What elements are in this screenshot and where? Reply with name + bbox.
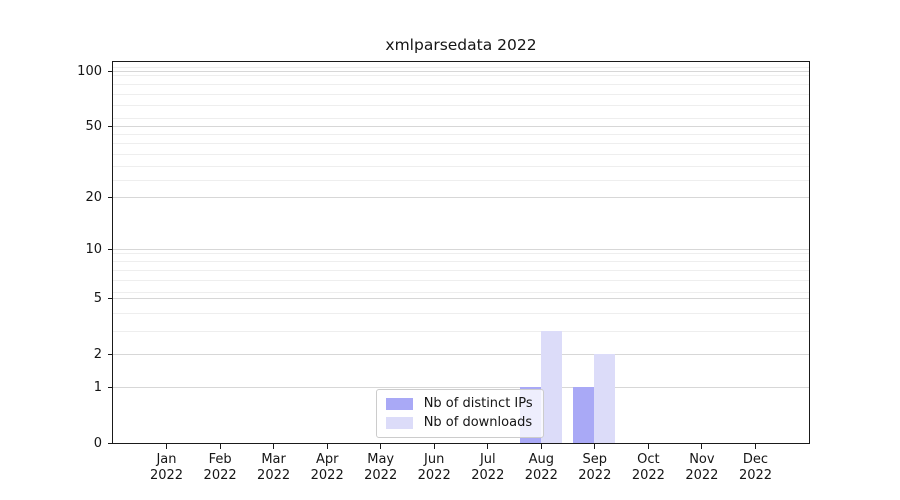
y-tick-label: 1 [93, 379, 102, 395]
legend-swatch-downloads [385, 416, 413, 429]
x-tick-label: Dec 2022 [738, 452, 773, 483]
gridline-major [112, 70, 809, 72]
x-tick-label: Jul 2022 [471, 452, 505, 483]
gridline-minor [112, 104, 809, 106]
chart-title: xmlparsedata 2022 [385, 36, 537, 54]
gridline-minor [112, 143, 809, 145]
x-tick-mark [165, 444, 168, 449]
x-tick-mark [219, 444, 221, 449]
y-tick-mark [107, 442, 113, 444]
x-tick-mark [273, 444, 275, 449]
gridline-minor [112, 118, 809, 120]
y-tick-mark [107, 70, 113, 72]
bar-downloads-sep [594, 354, 616, 443]
gridline-minor [112, 253, 809, 255]
gridline-minor [112, 74, 809, 76]
gridline-minor [112, 153, 809, 155]
legend-item-distinct-ips: Nb of distinct IPs [385, 396, 534, 412]
gridline-minor [112, 66, 809, 68]
gridline-minor [112, 83, 809, 85]
gridline-minor [112, 270, 809, 272]
x-tick-label: Aug 2022 [524, 452, 558, 483]
gridline-major [112, 249, 809, 251]
y-tick-label: 20 [85, 190, 102, 206]
gridline-major [112, 197, 809, 199]
x-tick-mark [594, 444, 596, 449]
gridline-minor [112, 280, 809, 282]
x-tick-label: Jan 2022 [149, 452, 184, 483]
x-tick-label: May 2022 [364, 452, 398, 483]
y-tick-label: 100 [77, 63, 102, 79]
plot-area: Nb of distinct IPs Nb of downloads [111, 60, 810, 444]
y-tick-label: 50 [85, 118, 102, 134]
gridline-minor [112, 165, 809, 167]
legend-label-distinct-ips: Nb of distinct IPs [423, 396, 533, 412]
y-tick-mark [107, 386, 113, 388]
gridline-minor [112, 330, 809, 332]
gridline-minor [112, 291, 809, 293]
y-tick-mark [107, 125, 113, 127]
y-tick-mark [107, 197, 113, 199]
x-tick-mark [487, 444, 489, 449]
x-tick-label: Mar 2022 [257, 452, 291, 483]
gridline-minor [112, 134, 809, 136]
gridline-minor [112, 312, 809, 314]
x-tick-mark [540, 444, 542, 449]
bar-distinct-ips-sep [573, 386, 595, 443]
x-tick-mark [754, 444, 757, 449]
y-tick-label: 10 [85, 242, 102, 258]
legend-label-downloads: Nb of downloads [423, 415, 533, 431]
gridline-minor [112, 93, 809, 95]
legend-swatch-distinct-ips [385, 397, 413, 410]
gridline-major [112, 354, 809, 356]
x-tick-mark [433, 444, 435, 449]
x-tick-label: Nov 2022 [685, 452, 719, 483]
y-tick-mark [107, 249, 113, 251]
gridline-minor [112, 180, 809, 182]
x-tick-label: Feb 2022 [203, 452, 237, 483]
x-tick-label: Apr 2022 [310, 452, 344, 483]
y-tick-mark [107, 353, 113, 356]
bar-downloads-aug [540, 330, 562, 443]
x-tick-mark [647, 444, 649, 449]
x-tick-mark [326, 444, 328, 449]
legend-item-downloads: Nb of downloads [385, 415, 534, 431]
x-tick-label: Jun 2022 [417, 452, 451, 483]
y-tick-mark [107, 298, 113, 300]
gridline-minor [112, 261, 809, 263]
gridline-major [112, 298, 809, 300]
gridline-major [112, 386, 809, 388]
x-tick-label: Oct 2022 [631, 452, 665, 483]
x-tick-mark [701, 444, 703, 449]
y-tick-label: 5 [93, 291, 102, 307]
x-tick-label: Sep 2022 [578, 452, 612, 483]
y-tick-label: 0 [93, 435, 102, 451]
y-tick-label: 2 [93, 346, 102, 362]
x-tick-mark [380, 444, 382, 449]
gridline-major [112, 125, 809, 127]
legend: Nb of distinct IPs Nb of downloads [375, 388, 544, 438]
